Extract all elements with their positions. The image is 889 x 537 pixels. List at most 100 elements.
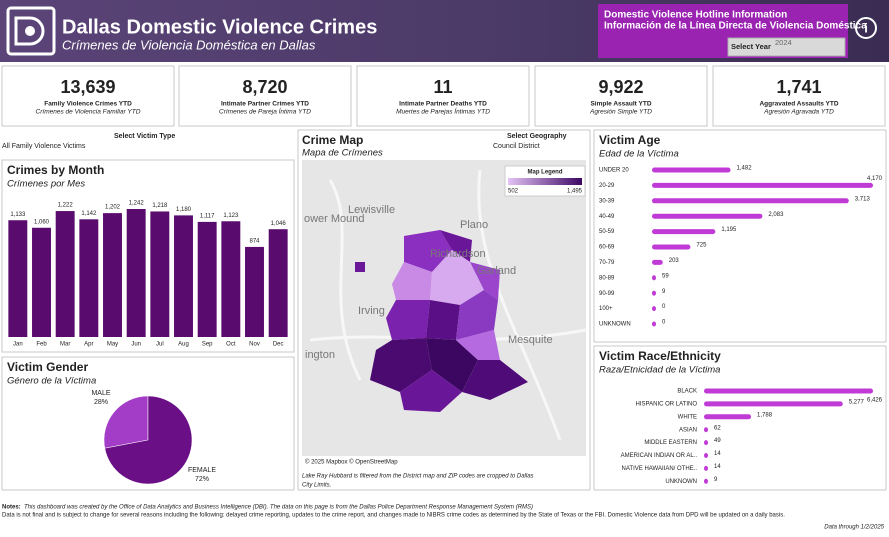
filter-value: Council District — [493, 143, 540, 150]
chart-subtitle: Género de la Víctima — [7, 376, 96, 387]
legend-min: 502 — [508, 189, 519, 195]
value-label: 874 — [249, 239, 260, 245]
bar — [174, 215, 193, 337]
bar — [150, 211, 170, 337]
value-label: 1,046 — [271, 221, 287, 227]
bar — [197, 221, 217, 337]
info-icon[interactable] — [855, 17, 877, 39]
bar — [245, 246, 264, 337]
kpi-label-es: Agresión Agravada YTD — [763, 109, 834, 116]
bar — [652, 198, 849, 204]
slice-label: MALE — [91, 390, 110, 397]
bar — [126, 209, 146, 337]
value-label: 1,195 — [721, 227, 737, 233]
filter-value[interactable]: All Family Violence Victims — [2, 143, 86, 150]
bar — [704, 465, 708, 471]
bar — [103, 213, 122, 337]
category-label: HISPANIC OR LATINO — [636, 401, 698, 407]
bar — [704, 414, 752, 420]
notes-label: Notes: — [2, 505, 21, 511]
logo — [6, 6, 56, 56]
value-label: 1,117 — [200, 213, 215, 219]
bar — [652, 275, 656, 281]
bar — [79, 219, 99, 337]
place-label: Garland — [477, 265, 516, 277]
slice-value: 72% — [195, 476, 209, 483]
chart-subtitle: Edad de la Víctima — [599, 149, 679, 160]
bar — [704, 388, 873, 394]
year-label: Select Year — [731, 42, 771, 51]
kpi-card — [178, 65, 352, 127]
kpi-label-es: Agresión Simple YTD — [589, 109, 652, 116]
bar — [652, 259, 663, 265]
x-tick-label: Aug — [178, 342, 189, 348]
value-label: 1,242 — [129, 201, 145, 207]
legend-max: 1,495 — [567, 189, 583, 195]
value-label: 14 — [714, 451, 721, 457]
category-label: 20-29 — [599, 183, 615, 189]
kpi-card — [1, 65, 175, 127]
category-label: BLACK — [677, 389, 697, 395]
year-dropdown[interactable] — [727, 37, 846, 57]
category-label: MIDDLE EASTERN — [644, 440, 697, 446]
data-through: Data through 1/2/2025 — [824, 525, 884, 531]
value-label: 1,060 — [34, 219, 50, 225]
kpi-label-es: Crímenes de Violencia Familiar YTD — [36, 109, 141, 116]
value-label: 3,713 — [855, 196, 871, 202]
kpi-label: Intimate Partner Crimes YTD — [221, 101, 309, 108]
map-title: Crime Map — [302, 133, 363, 147]
year-value: 2024 — [775, 38, 792, 47]
kpi-label: Simple Assault YTD — [590, 101, 651, 108]
info-i: i — [864, 20, 868, 35]
kpi-value: 11 — [433, 77, 452, 97]
hotline-es: Información de la Línea Directa de Viole… — [604, 21, 867, 32]
x-tick-label: Nov — [249, 342, 260, 348]
x-tick-label: Sep — [202, 342, 213, 348]
category-label: 30-39 — [599, 198, 615, 204]
category-label: WHITE — [678, 414, 697, 420]
category-label: 60-69 — [599, 245, 615, 251]
value-label: 1,202 — [105, 205, 121, 211]
bar — [652, 290, 656, 296]
value-label: 9 — [662, 289, 666, 295]
bar — [704, 427, 708, 433]
map-note: Lake Ray Hubbard is filtered from the Di… — [302, 474, 534, 480]
value-label: 6,426 — [867, 398, 883, 404]
value-label: 2,083 — [768, 212, 784, 218]
x-tick-label: Feb — [36, 342, 47, 348]
value-label: 62 — [714, 425, 721, 431]
slice-label: FEMALE — [188, 467, 216, 474]
legend-gradient — [508, 178, 582, 185]
bar — [652, 244, 691, 250]
kpi-card — [356, 65, 530, 127]
map-note: City Limits. — [302, 483, 331, 489]
value-label: 0 — [662, 304, 666, 310]
chart-title: Victim Race/Ethnicity — [599, 349, 721, 363]
value-label: 4,170 — [867, 176, 883, 182]
bar — [268, 229, 288, 337]
bar — [704, 453, 708, 458]
title: Dallas Domestic Violence Crimes — [62, 16, 377, 38]
value-label: 1,222 — [58, 203, 74, 209]
x-tick-label: Jun — [131, 342, 141, 348]
x-tick-label: Jul — [156, 342, 164, 348]
place-label: Lewisville — [348, 204, 395, 216]
chart-panel — [593, 129, 887, 343]
chart-subtitle: Raza/Etnicidad de la Víctima — [599, 365, 720, 376]
chart-title: Victim Age — [599, 133, 661, 147]
place-label: ower Mound — [304, 213, 365, 225]
notes-line: Data is not final and is subject to chan… — [2, 513, 785, 519]
bar — [704, 401, 843, 407]
bar — [704, 478, 708, 484]
bar — [652, 229, 716, 235]
bar — [32, 227, 51, 337]
kpi-card — [534, 65, 708, 127]
value-label: 59 — [662, 273, 669, 279]
value-label: 0 — [662, 320, 666, 326]
hotline-en: Domestic Violence Hotline Information — [604, 10, 787, 21]
bar — [652, 213, 763, 219]
filter-label: Select Victim Type — [114, 133, 175, 140]
category-label: AMERICAN INDIAN OR AL.. — [621, 453, 698, 459]
category-label: UNKNOWN — [599, 322, 631, 328]
